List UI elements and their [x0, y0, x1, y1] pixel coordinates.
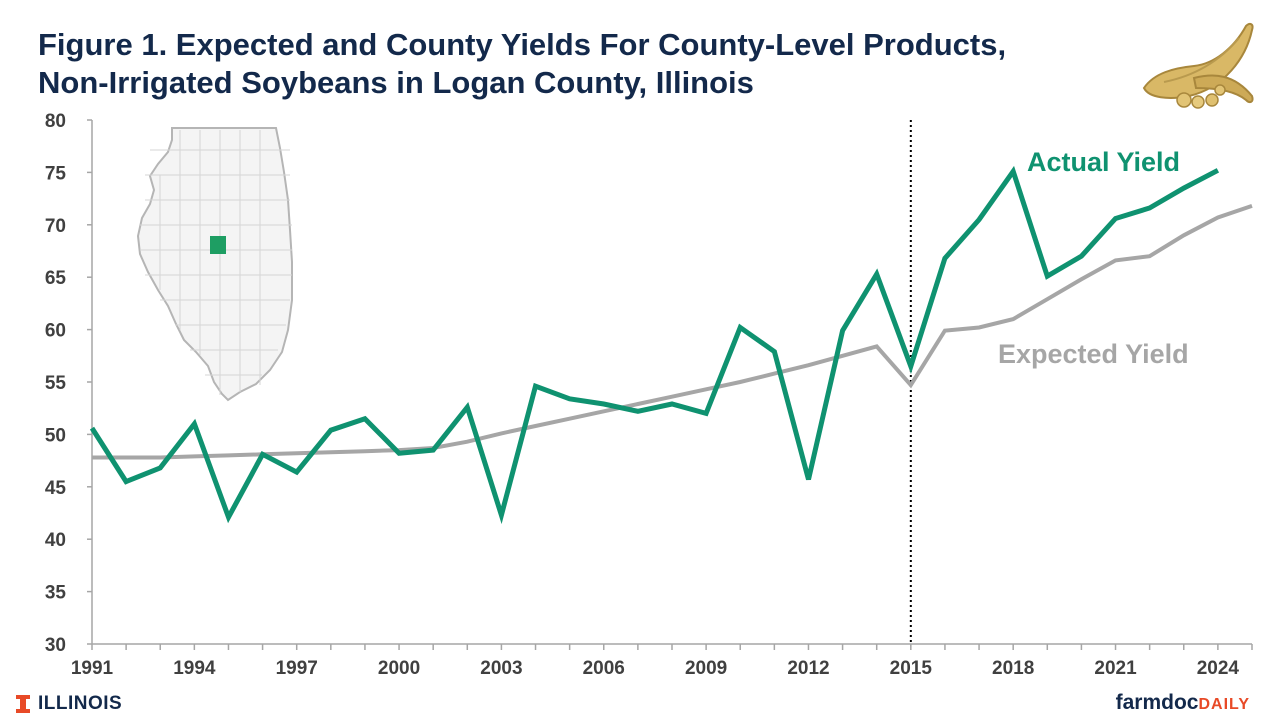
logan-county-highlight — [210, 236, 226, 254]
x-tick-label: 1997 — [276, 658, 318, 679]
farmdoc-logo-text: farmdoc — [1115, 691, 1199, 714]
y-tick-label: 60 — [45, 321, 66, 342]
series-lines — [89, 165, 1253, 525]
illinois-map — [136, 127, 293, 402]
expected-yield-line — [92, 204, 1253, 460]
illinois-logo: ILLINOIS — [16, 693, 122, 715]
actual-yield-line — [89, 165, 1220, 525]
y-tick-label: 35 — [45, 583, 67, 604]
y-tick-label: 40 — [45, 530, 66, 551]
y-tick-label: 55 — [45, 373, 67, 394]
x-tick-label: 2015 — [890, 658, 933, 679]
x-tick-label: 2000 — [378, 658, 420, 679]
series-label-actual-yield: Actual Yield — [1027, 147, 1180, 177]
x-tick-label: 2009 — [685, 658, 727, 679]
illinois-i-icon — [16, 695, 30, 713]
x-tick-label: 2021 — [1094, 658, 1137, 679]
y-tick-label: 75 — [45, 163, 67, 184]
x-tick-label: 1991 — [71, 658, 114, 679]
chart-title-line-1: Figure 1. Expected and County Yields For… — [38, 27, 1007, 62]
x-tick-label: 2006 — [583, 658, 625, 679]
y-tick-label: 65 — [45, 268, 67, 289]
y-tick-label: 45 — [45, 478, 67, 499]
x-tick-label: 2012 — [787, 658, 829, 679]
illinois-logo-text: ILLINOIS — [38, 693, 123, 714]
y-tick-label: 50 — [45, 425, 66, 446]
x-tick-label: 1994 — [173, 658, 216, 679]
tick-labels: 30 35 40 45 50 55 60 65 70 75 80 1991 1994 1997 2000 20… — [45, 111, 1240, 679]
x-tick-label: 2003 — [480, 658, 522, 679]
y-tick-label: 30 — [45, 635, 66, 656]
y-tick-label: 80 — [45, 111, 66, 132]
soybean-pod-image — [1142, 22, 1254, 109]
x-tick-label: 2024 — [1197, 658, 1240, 679]
series-label-expected-yield: Expected Yield — [998, 339, 1189, 369]
chart-title: Figure 1. Expected and County Yields For… — [38, 26, 1006, 102]
x-tick-label: 2018 — [992, 658, 1034, 679]
illinois-outline — [136, 127, 293, 402]
daily-logo-text: DAILY — [1198, 696, 1250, 713]
y-tick-label: 70 — [45, 216, 66, 237]
farmdoc-daily-logo: farmdocDAILY — [1116, 691, 1250, 715]
chart-title-line-2: Non-Irrigated Soybeans in Logan County, … — [38, 65, 754, 100]
